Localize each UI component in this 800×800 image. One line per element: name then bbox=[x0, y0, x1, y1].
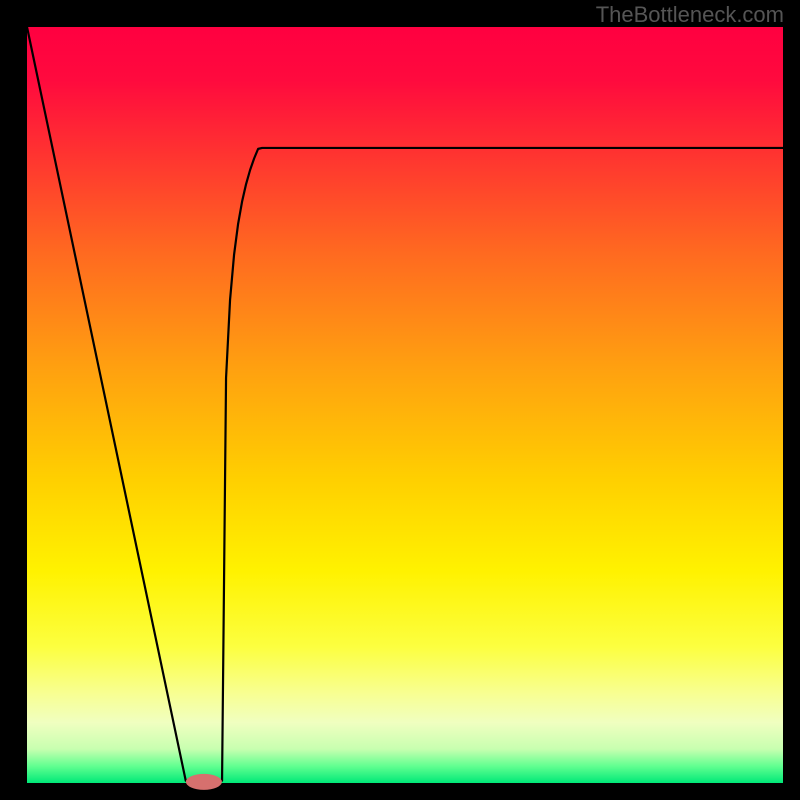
chart-svg bbox=[0, 0, 800, 800]
plot-area bbox=[27, 27, 783, 783]
watermark-text: TheBottleneck.com bbox=[596, 2, 784, 28]
optimal-marker bbox=[186, 774, 222, 790]
chart-stage: TheBottleneck.com bbox=[0, 0, 800, 800]
